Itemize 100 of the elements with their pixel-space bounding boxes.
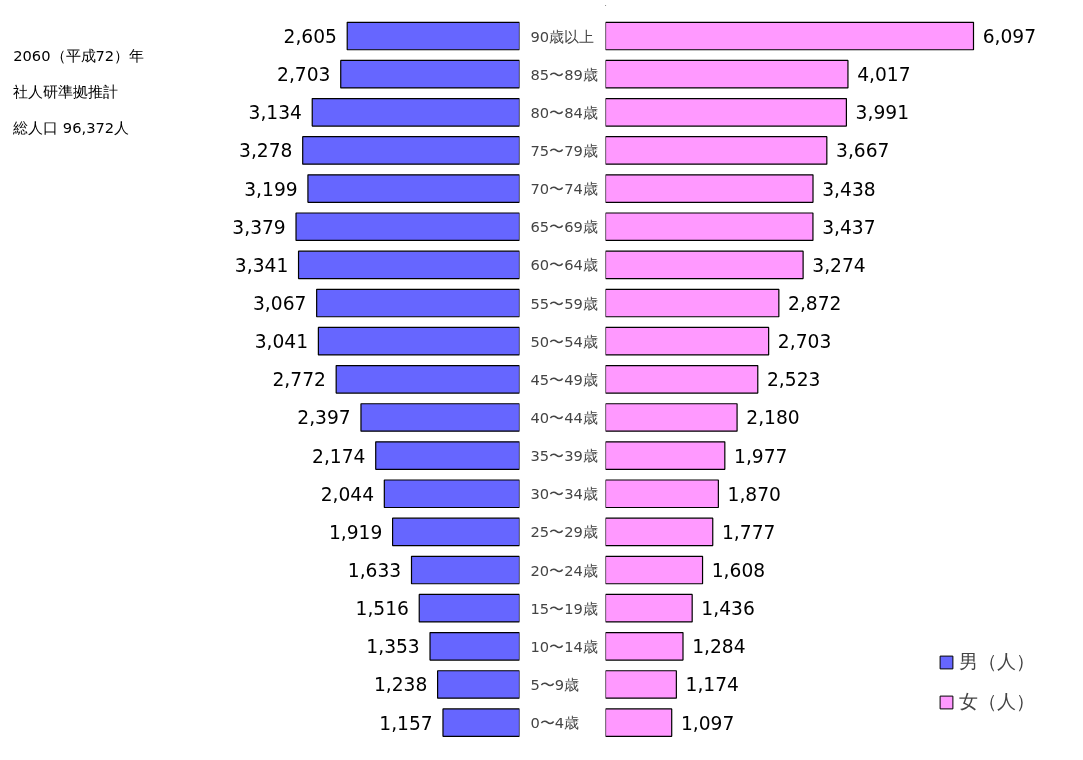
bar bbox=[605, 250, 804, 280]
data-label: 3,278 bbox=[239, 140, 293, 162]
data-label: 2,523 bbox=[766, 369, 821, 391]
data-label: 1,977 bbox=[734, 445, 788, 467]
data-label: 1,919 bbox=[328, 521, 383, 543]
data-label: 3,067 bbox=[252, 293, 307, 315]
data-label: 3,438 bbox=[822, 178, 876, 200]
data-label: 2,180 bbox=[746, 407, 800, 429]
bar bbox=[605, 631, 684, 661]
data-label: 2,703 bbox=[277, 64, 331, 86]
y-tick-label: 85〜89歳 bbox=[530, 65, 598, 83]
bar bbox=[295, 212, 520, 242]
data-label: 1,516 bbox=[355, 598, 409, 620]
bar bbox=[317, 326, 520, 356]
data-label: 1,238 bbox=[373, 674, 428, 696]
bar bbox=[605, 174, 814, 203]
legend-label: 男（人） bbox=[959, 650, 1035, 674]
y-tick-label: 40〜44歳 bbox=[530, 408, 598, 426]
data-label: 1,174 bbox=[685, 674, 739, 696]
data-label: 2,872 bbox=[788, 293, 842, 315]
y-tick-label: 50〜54歳 bbox=[530, 332, 598, 350]
data-label: 3,199 bbox=[244, 178, 298, 200]
bar bbox=[605, 21, 975, 51]
data-label: 2,174 bbox=[312, 445, 366, 467]
data-label: 3,341 bbox=[234, 254, 289, 276]
y-tick-label: 70〜74歳 bbox=[530, 180, 598, 198]
data-label: 3,991 bbox=[855, 102, 910, 124]
data-label: 1,633 bbox=[347, 560, 402, 582]
bar bbox=[360, 403, 520, 432]
y-tick-label: 25〜29歳 bbox=[530, 523, 598, 541]
data-label: 1,097 bbox=[680, 712, 735, 734]
bar bbox=[605, 403, 738, 432]
data-label: 1,777 bbox=[721, 521, 776, 543]
bar bbox=[605, 517, 714, 547]
bar bbox=[605, 288, 780, 318]
y-tick-label: 80〜84歳 bbox=[530, 103, 598, 121]
y-tick-label: 45〜49歳 bbox=[530, 370, 598, 388]
bar bbox=[410, 555, 520, 585]
y-tick-label: 90歳以上 bbox=[530, 27, 595, 45]
bar bbox=[605, 326, 770, 356]
data-label: 1,870 bbox=[727, 483, 781, 505]
bar bbox=[605, 136, 828, 165]
bar bbox=[391, 517, 520, 547]
bar bbox=[340, 59, 520, 89]
bar bbox=[605, 593, 693, 623]
data-label: 3,274 bbox=[812, 254, 866, 276]
bar bbox=[437, 670, 520, 699]
text: 総人口 96,372人 bbox=[12, 119, 130, 137]
y-tick-label: 35〜39歳 bbox=[530, 447, 598, 465]
y-tick-label: 20〜24歳 bbox=[530, 561, 598, 579]
bar bbox=[605, 479, 719, 509]
data-label: 3,134 bbox=[248, 102, 302, 124]
bar bbox=[311, 97, 520, 127]
data-label: 2,703 bbox=[777, 331, 832, 353]
data-label: 1,436 bbox=[701, 598, 755, 620]
y-tick-label: 30〜34歳 bbox=[530, 485, 598, 503]
bar bbox=[605, 97, 847, 127]
bar bbox=[605, 212, 814, 242]
bar bbox=[316, 288, 520, 318]
data-label: 4,017 bbox=[857, 64, 911, 86]
data-label: 3,437 bbox=[822, 216, 876, 238]
data-label: 2,605 bbox=[283, 26, 337, 48]
data-label: 2,397 bbox=[297, 407, 351, 429]
bar bbox=[429, 631, 520, 661]
data-label: 2,772 bbox=[272, 369, 326, 391]
bar bbox=[307, 174, 520, 203]
data-label: 3,041 bbox=[254, 331, 309, 353]
y-tick-label: 60〜64歳 bbox=[530, 256, 598, 274]
bar bbox=[383, 479, 520, 509]
bar bbox=[605, 59, 849, 89]
bar bbox=[418, 593, 520, 623]
y-tick-label: 55〜59歳 bbox=[530, 294, 598, 312]
y-tick-label: 5〜9歳 bbox=[530, 675, 580, 693]
data-label: 1,157 bbox=[379, 712, 433, 734]
bar bbox=[442, 708, 520, 737]
data-label: 3,379 bbox=[232, 216, 286, 238]
bar bbox=[375, 441, 520, 470]
y-tick-label: 75〜79歳 bbox=[530, 141, 598, 159]
data-label: 3,667 bbox=[836, 140, 890, 162]
data-label: 1,353 bbox=[366, 636, 420, 658]
text: 社人研準拠推計 bbox=[13, 82, 119, 100]
bar bbox=[335, 364, 520, 394]
y-tick-label: 0〜4歳 bbox=[530, 714, 580, 732]
bar bbox=[346, 21, 520, 51]
data-label: 2,044 bbox=[320, 483, 375, 505]
bar bbox=[302, 136, 520, 165]
y-tick-label: 65〜69歳 bbox=[530, 218, 598, 236]
y-tick-label: 10〜14歳 bbox=[530, 637, 598, 655]
bar bbox=[605, 708, 673, 737]
bar bbox=[605, 670, 677, 699]
y-tick-label: 15〜19歳 bbox=[530, 599, 598, 617]
data-label: 1,284 bbox=[692, 636, 746, 658]
text: 2060（平成72）年 bbox=[13, 46, 145, 64]
bar bbox=[605, 441, 726, 470]
bar bbox=[605, 364, 759, 394]
data-label: 1,608 bbox=[711, 560, 766, 582]
data-label: 6,097 bbox=[982, 26, 1037, 48]
bar bbox=[297, 250, 520, 280]
text: 女（人） bbox=[959, 690, 1035, 714]
bar bbox=[605, 555, 704, 585]
